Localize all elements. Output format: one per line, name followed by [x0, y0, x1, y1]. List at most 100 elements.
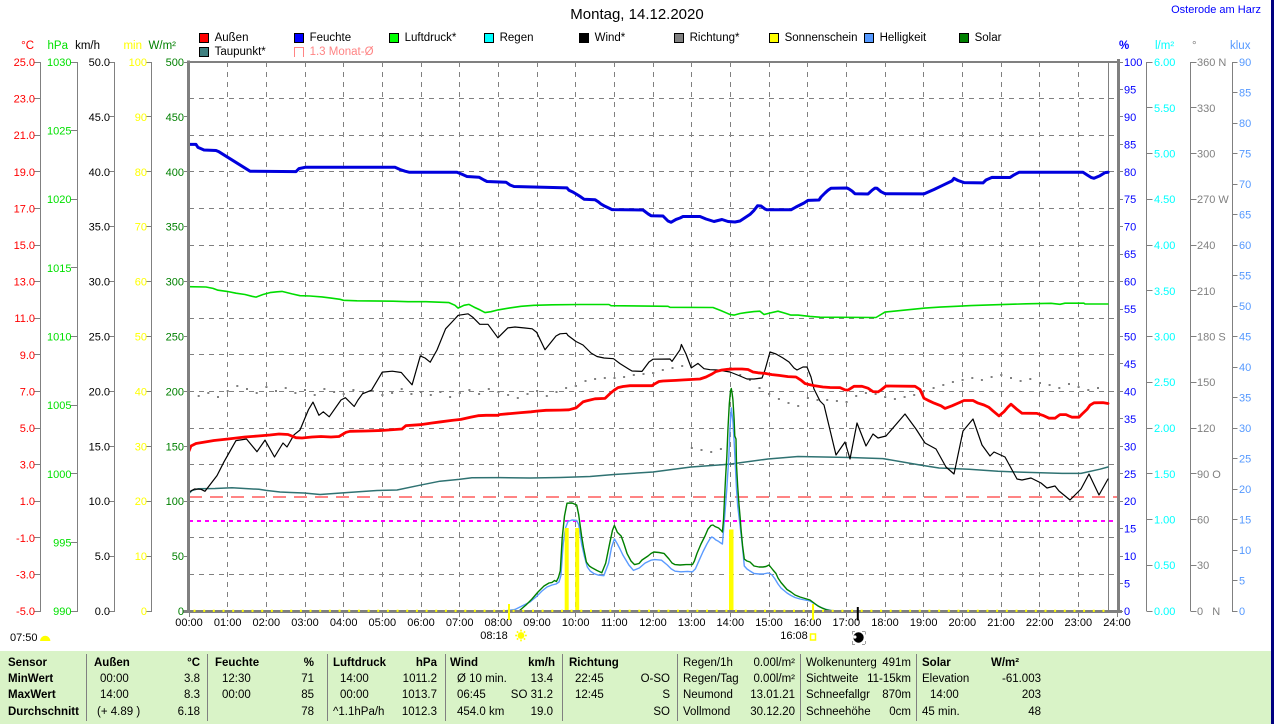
svg-text:15: 15 — [1124, 524, 1136, 536]
svg-text:65: 65 — [1124, 249, 1136, 261]
svg-text:50: 50 — [172, 551, 184, 563]
svg-text:07:00: 07:00 — [446, 617, 474, 629]
svg-text:100: 100 — [129, 57, 147, 69]
svg-text:16:00: 16:00 — [794, 617, 822, 629]
svg-text:90: 90 — [135, 112, 147, 124]
svg-text:1020: 1020 — [47, 194, 71, 206]
svg-text:14:00: 14:00 — [717, 617, 745, 629]
svg-text:210: 210 — [1197, 286, 1215, 298]
svg-text:95: 95 — [1124, 85, 1136, 97]
svg-text:5: 5 — [1239, 576, 1245, 588]
svg-text:4.00: 4.00 — [1154, 240, 1175, 252]
svg-text:20:00: 20:00 — [949, 617, 977, 629]
svg-text:1015: 1015 — [47, 263, 71, 275]
svg-text:10: 10 — [1124, 551, 1136, 563]
svg-text:20: 20 — [1124, 496, 1136, 508]
svg-text:21:00: 21:00 — [987, 617, 1015, 629]
svg-text:08:00: 08:00 — [485, 617, 513, 629]
svg-text:09:00: 09:00 — [523, 617, 551, 629]
svg-text:35.0: 35.0 — [89, 222, 110, 234]
svg-text:24:00: 24:00 — [1103, 617, 1131, 629]
svg-text:11:00: 11:00 — [601, 617, 628, 629]
svg-text:2.00: 2.00 — [1154, 423, 1175, 435]
svg-text:20.0: 20.0 — [89, 386, 110, 398]
svg-text:60: 60 — [1239, 240, 1251, 252]
svg-text:4.50: 4.50 — [1154, 194, 1175, 206]
svg-text:30: 30 — [1197, 560, 1209, 572]
svg-text:100: 100 — [166, 496, 184, 508]
svg-text:50: 50 — [135, 332, 147, 344]
svg-text:12:00: 12:00 — [639, 617, 667, 629]
svg-text:30: 30 — [1239, 423, 1251, 435]
svg-text:100: 100 — [1124, 57, 1142, 69]
svg-text:40: 40 — [1124, 386, 1136, 398]
svg-text:240: 240 — [1197, 240, 1215, 252]
svg-text:0: 0 — [1124, 606, 1130, 618]
svg-text:02:00: 02:00 — [253, 617, 281, 629]
svg-text:30.0: 30.0 — [89, 277, 110, 289]
svg-text:15:00: 15:00 — [755, 617, 783, 629]
svg-text:3.50: 3.50 — [1154, 286, 1175, 298]
svg-text:07:50: 07:50 — [10, 632, 38, 644]
svg-text:22:00: 22:00 — [1026, 617, 1054, 629]
svg-text:25.0: 25.0 — [89, 332, 110, 344]
svg-text:10: 10 — [1239, 545, 1251, 557]
svg-text:9.0: 9.0 — [20, 350, 35, 362]
svg-text:2.50: 2.50 — [1154, 377, 1175, 389]
svg-text:40: 40 — [1239, 362, 1251, 374]
svg-text:0: 0 — [178, 606, 184, 618]
svg-text:17.0: 17.0 — [14, 203, 35, 215]
svg-text:50: 50 — [1239, 301, 1251, 313]
svg-text:5.50: 5.50 — [1154, 103, 1175, 115]
svg-text:11.0: 11.0 — [14, 313, 35, 325]
svg-text:-1.0: -1.0 — [16, 533, 35, 545]
svg-text:16:08: 16:08 — [780, 630, 808, 642]
svg-text:3.00: 3.00 — [1154, 332, 1175, 344]
svg-text:15.0: 15.0 — [14, 240, 35, 252]
svg-text:5.00: 5.00 — [1154, 149, 1175, 161]
svg-text:01:00: 01:00 — [214, 617, 242, 629]
svg-text:60: 60 — [1124, 277, 1136, 289]
svg-text:3.0: 3.0 — [20, 460, 35, 472]
svg-text:55: 55 — [1124, 304, 1136, 316]
svg-text:90: 90 — [1124, 112, 1136, 124]
svg-text:5.0: 5.0 — [95, 551, 110, 563]
svg-text:60: 60 — [135, 277, 147, 289]
svg-text:10.0: 10.0 — [89, 496, 110, 508]
svg-text:1030: 1030 — [47, 57, 71, 69]
svg-text:23.0: 23.0 — [14, 94, 35, 106]
svg-text:1025: 1025 — [47, 126, 71, 138]
svg-text:25: 25 — [1239, 454, 1251, 466]
svg-text:13.0: 13.0 — [14, 277, 35, 289]
svg-text:15.0: 15.0 — [89, 441, 110, 453]
svg-text:500: 500 — [166, 57, 184, 69]
svg-text:80: 80 — [1124, 167, 1136, 179]
svg-text:1010: 1010 — [47, 332, 71, 344]
svg-text:0.50: 0.50 — [1154, 560, 1175, 572]
svg-text:17:00: 17:00 — [833, 617, 861, 629]
svg-text:0.00: 0.00 — [1154, 606, 1175, 618]
svg-text:65: 65 — [1239, 210, 1251, 222]
svg-text:45.0: 45.0 — [89, 112, 110, 124]
svg-text:13:00: 13:00 — [678, 617, 706, 629]
svg-text:270 W: 270 W — [1197, 194, 1229, 206]
svg-text:150: 150 — [1197, 377, 1215, 389]
svg-text:-3.0: -3.0 — [16, 569, 35, 581]
svg-text:990: 990 — [53, 606, 71, 618]
svg-text:200: 200 — [166, 386, 184, 398]
svg-text:70: 70 — [135, 222, 147, 234]
svg-text:06:00: 06:00 — [407, 617, 435, 629]
svg-text:7.0: 7.0 — [20, 386, 35, 398]
svg-text:85: 85 — [1124, 139, 1136, 151]
svg-text:50.0: 50.0 — [89, 57, 110, 69]
svg-text:21.0: 21.0 — [14, 130, 35, 142]
svg-text:90 O: 90 O — [1197, 469, 1221, 481]
svg-text:18:00: 18:00 — [871, 617, 899, 629]
svg-text:180 S: 180 S — [1197, 332, 1226, 344]
svg-text:1.50: 1.50 — [1154, 469, 1175, 481]
svg-text:25.0: 25.0 — [14, 57, 35, 69]
svg-text:0 N: 0 N — [1197, 606, 1220, 618]
svg-text:10:00: 10:00 — [562, 617, 590, 629]
svg-text:55: 55 — [1239, 271, 1251, 283]
svg-text:5.0: 5.0 — [20, 423, 35, 435]
